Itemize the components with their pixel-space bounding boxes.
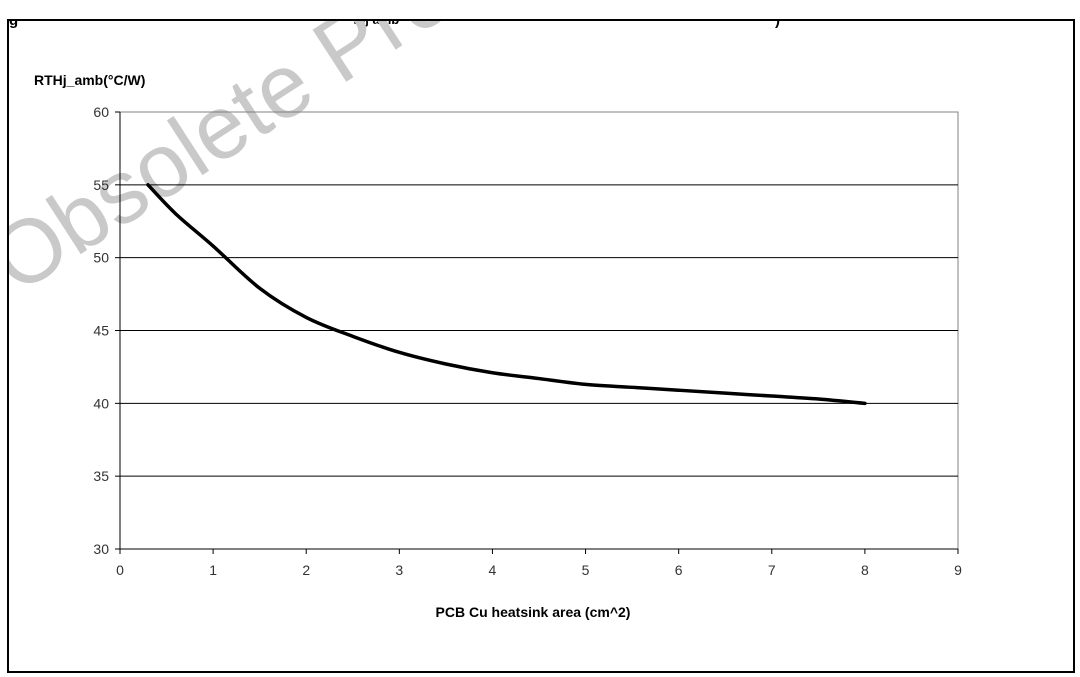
y-tick-label: 40 <box>93 395 109 411</box>
figure-caption-fragment-right: ) <box>775 19 780 29</box>
x-tick-label: 3 <box>395 562 403 578</box>
y-tick-label: 45 <box>93 323 109 339</box>
y-axis-title: RTHj_amb(°C/W) <box>34 72 145 88</box>
y-tick-label: 60 <box>93 104 109 120</box>
y-tick-label: 55 <box>93 177 109 193</box>
y-tick-label: 50 <box>93 250 109 266</box>
x-tick-label: 4 <box>489 562 497 578</box>
x-axis-title: PCB Cu heatsink area (cm^2) <box>436 604 631 620</box>
y-tick-label: 35 <box>93 468 109 484</box>
series-line <box>146 183 867 406</box>
x-tick-label: 9 <box>954 562 962 578</box>
x-tick-label: 6 <box>675 562 683 578</box>
x-tick-label: 5 <box>582 562 590 578</box>
x-tick-label: 8 <box>861 562 869 578</box>
x-tick-label: 7 <box>768 562 776 578</box>
x-tick-label: 1 <box>209 562 217 578</box>
figure-caption-fragment: g <box>9 19 19 29</box>
x-tick-label: 0 <box>116 562 124 578</box>
x-tick-label: 2 <box>302 562 310 578</box>
figure-caption-subscript: thj amb <box>353 19 400 27</box>
y-tick-label: 30 <box>93 541 109 557</box>
figure-frame: g thj amb ) Obsolete Product(s) - Obsole… <box>7 19 1075 673</box>
